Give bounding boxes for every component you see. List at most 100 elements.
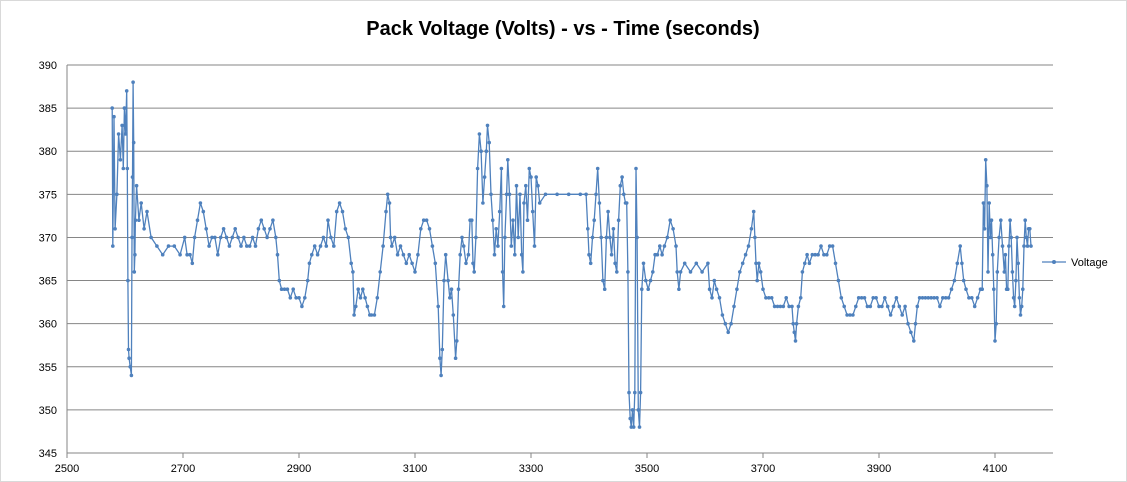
- data-point: [803, 261, 807, 266]
- data-point: [778, 304, 783, 309]
- data-point: [275, 252, 280, 257]
- data-point: [381, 244, 385, 248]
- data-point: [717, 296, 722, 300]
- data-point: [509, 244, 514, 248]
- data-point: [160, 252, 165, 257]
- data-point: [133, 218, 138, 222]
- data-point: [439, 373, 443, 378]
- y-tick-label: 365: [39, 276, 57, 288]
- data-point: [110, 106, 114, 110]
- data-point: [999, 218, 1003, 222]
- data-point: [746, 244, 751, 248]
- data-point: [700, 270, 704, 274]
- data-point: [419, 227, 423, 231]
- data-point: [475, 166, 480, 171]
- data-point: [532, 244, 537, 248]
- data-point: [262, 227, 267, 231]
- data-point: [635, 235, 639, 240]
- data-point: [961, 278, 966, 283]
- data-point: [1007, 244, 1011, 248]
- data-point: [132, 270, 137, 274]
- data-point: [772, 304, 777, 309]
- data-point: [929, 296, 933, 300]
- data-point: [909, 330, 913, 335]
- data-point: [120, 123, 124, 128]
- data-point: [372, 313, 377, 317]
- data-point: [458, 252, 463, 257]
- data-point: [588, 261, 593, 266]
- data-point: [499, 166, 504, 171]
- data-point: [294, 296, 298, 300]
- data-point: [906, 321, 910, 326]
- data-point: [124, 89, 129, 93]
- data-point: [130, 235, 134, 240]
- data-point: [682, 261, 687, 266]
- data-point: [735, 287, 739, 292]
- data-point: [993, 339, 997, 343]
- data-point: [710, 296, 714, 300]
- data-point: [941, 296, 945, 300]
- data-point: [854, 304, 858, 309]
- data-point: [743, 252, 748, 257]
- data-point: [620, 175, 624, 179]
- data-point: [274, 235, 278, 240]
- data-point: [630, 408, 635, 412]
- data-point: [1015, 235, 1019, 240]
- data-point: [446, 278, 450, 283]
- data-point: [407, 252, 412, 257]
- data-point: [913, 321, 918, 326]
- data-point: [980, 287, 984, 292]
- data-point: [1012, 304, 1017, 309]
- data-point: [334, 209, 339, 214]
- data-point: [443, 252, 448, 257]
- data-point: [494, 227, 499, 231]
- data-point: [265, 235, 269, 240]
- data-point: [842, 304, 846, 309]
- data-point: [833, 261, 838, 266]
- data-point: [781, 304, 786, 309]
- data-point: [985, 183, 989, 188]
- data-point: [511, 218, 515, 222]
- data-point: [923, 296, 928, 300]
- data-point: [145, 209, 149, 214]
- data-point: [496, 244, 500, 248]
- data-point: [216, 252, 220, 257]
- data-point: [946, 296, 951, 300]
- data-point: [584, 192, 588, 197]
- data-point: [555, 192, 559, 197]
- data-point: [769, 296, 774, 300]
- data-point: [694, 261, 699, 266]
- data-point: [188, 252, 192, 257]
- data-point: [288, 296, 293, 300]
- data-point: [385, 192, 390, 197]
- data-point: [464, 261, 468, 266]
- data-point: [485, 123, 490, 128]
- data-point: [638, 390, 643, 395]
- data-point: [504, 192, 509, 197]
- data-point: [365, 304, 370, 309]
- data-point: [825, 252, 829, 257]
- data-point: [740, 261, 745, 266]
- data-point: [897, 304, 902, 309]
- data-point: [213, 235, 217, 240]
- data-point: [738, 270, 742, 274]
- data-point: [636, 408, 641, 412]
- data-point: [859, 296, 864, 300]
- data-point: [970, 296, 974, 300]
- data-point: [424, 218, 429, 222]
- data-point: [198, 201, 203, 205]
- data-point: [421, 218, 426, 222]
- data-point: [729, 321, 733, 326]
- data-point: [586, 227, 590, 231]
- data-point: [633, 390, 637, 395]
- data-point: [310, 252, 314, 257]
- data-point: [613, 261, 617, 266]
- data-point: [466, 252, 471, 257]
- data-point: [851, 313, 855, 317]
- data-point: [361, 287, 365, 292]
- data-point: [123, 132, 128, 136]
- y-tick-label: 370: [39, 232, 57, 244]
- data-point: [1019, 304, 1024, 309]
- data-point: [416, 252, 420, 257]
